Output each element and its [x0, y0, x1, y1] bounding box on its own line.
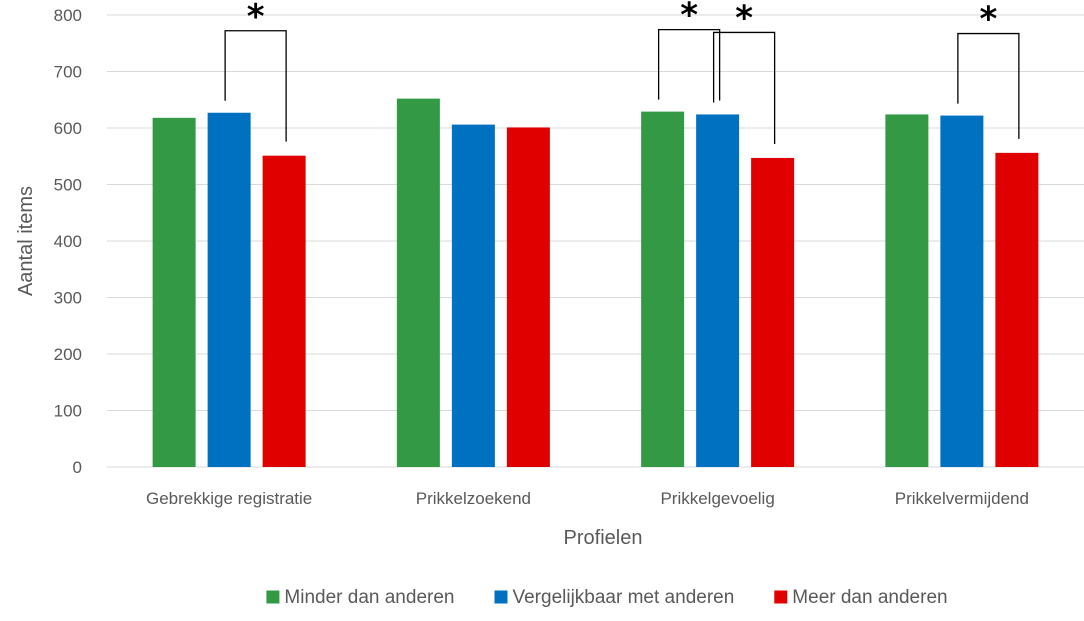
- bar: [885, 114, 929, 467]
- bar: [451, 124, 495, 468]
- significance-bracket: [712, 31, 776, 144]
- y-tick-label: 800: [54, 6, 82, 25]
- bar: [751, 157, 795, 467]
- bar: [262, 155, 306, 467]
- significance-star: *: [979, 0, 997, 40]
- bar: [995, 152, 1039, 468]
- y-axis-title: Aantal items: [15, 186, 37, 296]
- y-tick-label: 100: [54, 402, 82, 421]
- y-tick-label: 300: [54, 289, 82, 308]
- significance-star: *: [680, 0, 698, 36]
- y-axis-tick-labels: 0 100 200 300 400 500 600 700 800: [54, 6, 82, 477]
- legend: Minder dan anderen Vergelijkbaar met ande…: [266, 587, 948, 608]
- bar: [641, 111, 685, 468]
- bar: [152, 117, 196, 467]
- significance-star: *: [735, 0, 753, 38]
- y-tick-label: 0: [73, 458, 82, 477]
- significance-brackets: * * * *: [224, 0, 1020, 144]
- legend-label: Vergelijkbaar met anderen: [512, 587, 734, 608]
- x-tick-label: Prikkelvermijdend: [895, 489, 1029, 508]
- bars: [152, 98, 1039, 468]
- x-axis-tick-labels: Gebrekkige registratie Prikkelzoekend Prik…: [146, 489, 1029, 508]
- y-tick-label: 500: [54, 176, 82, 195]
- significance-bracket: [657, 28, 721, 101]
- legend-swatch: [774, 590, 788, 604]
- legend-swatch: [266, 590, 280, 604]
- x-tick-label: Gebrekkige registratie: [146, 489, 312, 508]
- legend-label: Meer dan anderen: [792, 587, 947, 608]
- x-tick-label: Prikkelgevoelig: [660, 489, 774, 508]
- gridlines: [107, 14, 1084, 468]
- significance-bracket: [957, 32, 1020, 139]
- legend-swatch: [494, 590, 508, 604]
- y-tick-label: 400: [54, 232, 82, 251]
- y-tick-label: 700: [54, 63, 82, 82]
- y-tick-label: 200: [54, 345, 82, 364]
- bar: [396, 98, 440, 468]
- y-tick-label: 600: [54, 119, 82, 138]
- legend-label: Minder dan anderen: [284, 587, 454, 608]
- bar: [207, 112, 251, 468]
- bar: [506, 127, 550, 467]
- x-axis-title: Profielen: [564, 527, 643, 549]
- bar: [696, 114, 740, 467]
- x-tick-label: Prikkelzoekend: [416, 489, 531, 508]
- significance-bracket: [224, 30, 287, 142]
- bar: [940, 115, 984, 467]
- significance-star: *: [247, 0, 265, 37]
